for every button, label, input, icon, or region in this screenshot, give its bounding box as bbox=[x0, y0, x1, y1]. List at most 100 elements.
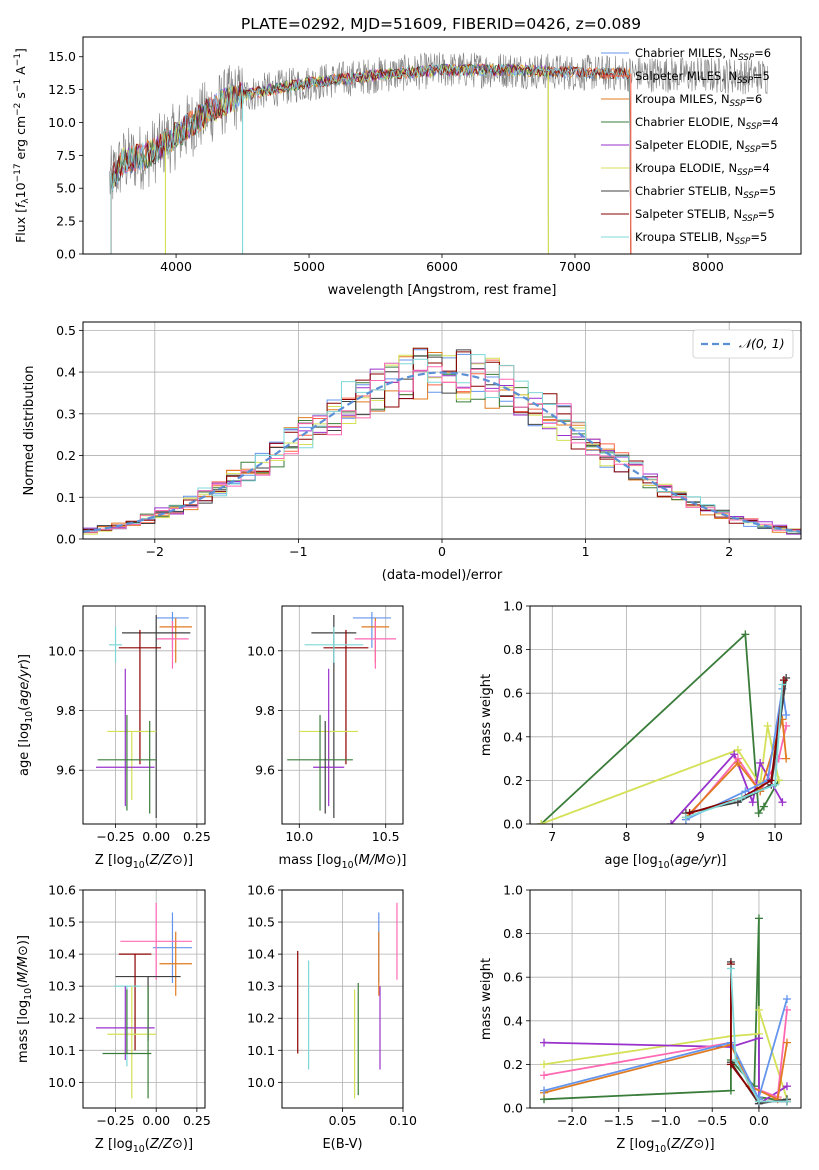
weight-marker bbox=[741, 630, 750, 639]
model-line-8 bbox=[110, 62, 632, 254]
y-tick-label: 0.6 bbox=[503, 686, 523, 701]
panel-spectrum: 4000 5000 6000 7000 8000 0.0 2.5 5.0 7.5 10.0 12.5… bbox=[13, 36, 802, 298]
y-tick-label: 0.0 bbox=[56, 247, 76, 262]
weight-marker bbox=[754, 809, 763, 818]
weight-marker bbox=[726, 1086, 735, 1095]
weight-marker bbox=[767, 776, 776, 785]
panel-residuals: −2 −1 0 1 2 0.0 0.1 0.2 0.3 0.4 0.5 (data-model)/er… bbox=[22, 321, 802, 583]
y-axis-label: Flux [fλ10−17 erg cm−2 s−1 A−1] bbox=[13, 48, 31, 243]
legend-label: Salpeter MILES, NSSP=5 bbox=[635, 69, 770, 86]
errorbar-point-3 bbox=[122, 614, 191, 819]
y-tick-label: 0.0 bbox=[503, 817, 523, 832]
x-tick-label: 5000 bbox=[293, 259, 325, 274]
y-tick-label: 10.0 bbox=[247, 643, 275, 658]
legend-label: 𝒩(0, 1) bbox=[739, 336, 785, 351]
y-tick-label: 0.3 bbox=[56, 406, 76, 421]
y-tick-label: 0.0 bbox=[503, 1101, 523, 1116]
weight-marker bbox=[771, 780, 780, 789]
x-tick-label: −2.0 bbox=[557, 1113, 587, 1128]
errorbar-point-2 bbox=[156, 620, 189, 669]
y-tick-label: 1.0 bbox=[503, 599, 523, 614]
y-tick-label: 0.4 bbox=[503, 1013, 523, 1028]
weight-marker bbox=[782, 995, 791, 1003]
y-tick-label: 5.0 bbox=[56, 181, 76, 196]
legend-label: Kroupa MILES, NSSP=6 bbox=[635, 92, 762, 109]
errorbar-point-0 bbox=[352, 611, 391, 648]
weight-marker bbox=[778, 798, 787, 807]
y-tick-label: 0.8 bbox=[503, 642, 523, 657]
weight-marker bbox=[754, 914, 763, 923]
y-tick-label: 10.1 bbox=[247, 1043, 275, 1058]
x-tick-label: 0.0 bbox=[749, 1113, 769, 1128]
axes-frame bbox=[281, 605, 404, 825]
weight-marker bbox=[540, 1038, 549, 1047]
panel-age-vs-weight: 7 8 9 10 0.0 0.2 0.4 0.6 0.8 1.0 age [log10(age/yr… bbox=[479, 599, 802, 871]
weight-marker bbox=[667, 820, 676, 824]
x-axis-label: mass [log10(M/M⊙)] bbox=[278, 853, 406, 871]
x-tick-label: 8 bbox=[623, 829, 631, 844]
y-tick-label: 10.0 bbox=[48, 643, 76, 658]
x-tick-label: 7 bbox=[548, 829, 556, 844]
weight-marker bbox=[748, 798, 757, 807]
x-tick-label: −1.5 bbox=[604, 1113, 634, 1128]
errorbar-point-7 bbox=[96, 986, 155, 1060]
weight-line-7 bbox=[689, 679, 785, 814]
errorbar-point-2 bbox=[354, 620, 397, 669]
legend-label: Chabrier STELIB, NSSP=5 bbox=[635, 184, 776, 201]
figure-title: PLATE=0292, MJD=51609, FIBERID=0426, z=0… bbox=[241, 15, 641, 33]
weight-marker bbox=[540, 1086, 549, 1095]
model-line-4 bbox=[110, 63, 549, 254]
model-line-6 bbox=[110, 63, 632, 254]
x-tick-label: 0.00 bbox=[142, 829, 170, 844]
y-tick-label: 10.5 bbox=[247, 915, 275, 930]
weight-marker bbox=[754, 1097, 763, 1106]
y-tick-label: 0.8 bbox=[503, 926, 523, 941]
model-line-3 bbox=[110, 62, 549, 254]
y-tick-label: 0.2 bbox=[56, 448, 76, 463]
axes-frame bbox=[82, 889, 206, 1109]
x-tick-label: 1 bbox=[582, 544, 590, 559]
y-axis-label: age [log10(age/yr)] bbox=[17, 654, 35, 776]
x-tick-label: 0.05 bbox=[329, 1113, 357, 1128]
y-tick-label: 10.4 bbox=[247, 947, 275, 962]
normal-reference-curve bbox=[83, 371, 801, 533]
y-tick-label: 0.4 bbox=[56, 365, 76, 380]
y-tick-label: 2.5 bbox=[56, 214, 76, 229]
weight-marker bbox=[540, 1071, 549, 1080]
x-tick-label: 10 bbox=[767, 829, 783, 844]
x-axis-label: wavelength [Angstrom, rest frame] bbox=[328, 283, 557, 298]
x-tick-label: 10.0 bbox=[285, 829, 313, 844]
y-axis-label: mass weight bbox=[479, 958, 494, 1040]
x-tick-label: −0.5 bbox=[697, 1113, 727, 1128]
y-tick-label: 9.6 bbox=[56, 763, 76, 778]
errorbar-point-7 bbox=[96, 668, 155, 807]
x-tick-label: 0 bbox=[438, 544, 446, 559]
y-tick-label: 12.5 bbox=[48, 82, 76, 97]
weight-marker bbox=[782, 754, 791, 763]
legend-label: Salpeter ELODIE, NSSP=5 bbox=[635, 138, 777, 155]
x-tick-label: 2 bbox=[725, 544, 733, 559]
y-tick-label: 0.0 bbox=[56, 532, 76, 547]
errorbar-point-8 bbox=[102, 989, 152, 1055]
weight-line-0 bbox=[540, 632, 780, 824]
y-tick-label: 0.4 bbox=[503, 729, 523, 744]
y-tick-label: 0.2 bbox=[503, 773, 523, 788]
legend-label: Chabrier ELODIE, NSSP=4 bbox=[635, 115, 779, 132]
axes-frame bbox=[82, 605, 206, 825]
x-axis-label: Z [log10(Z/Z⊙)] bbox=[95, 853, 193, 871]
legend-label: Kroupa ELODIE, NSSP=4 bbox=[635, 161, 770, 178]
axes-frame bbox=[529, 605, 802, 825]
legend-label: Kroupa STELIB, NSSP=5 bbox=[635, 230, 767, 247]
x-tick-label: 7000 bbox=[559, 259, 591, 274]
weight-marker bbox=[759, 802, 768, 811]
legend-box bbox=[692, 329, 794, 359]
x-tick-label: 0.10 bbox=[389, 1113, 417, 1128]
weight-marker bbox=[754, 1005, 763, 1014]
y-tick-label: 10.2 bbox=[247, 1011, 275, 1026]
y-tick-label: 10.5 bbox=[48, 915, 76, 930]
y-tick-label: 10.0 bbox=[48, 1075, 76, 1090]
x-axis-label: Z [log10(Z/Z⊙)] bbox=[95, 1137, 193, 1155]
errorbar-point-2 bbox=[120, 902, 192, 980]
observed-spectrum-line bbox=[109, 52, 768, 200]
